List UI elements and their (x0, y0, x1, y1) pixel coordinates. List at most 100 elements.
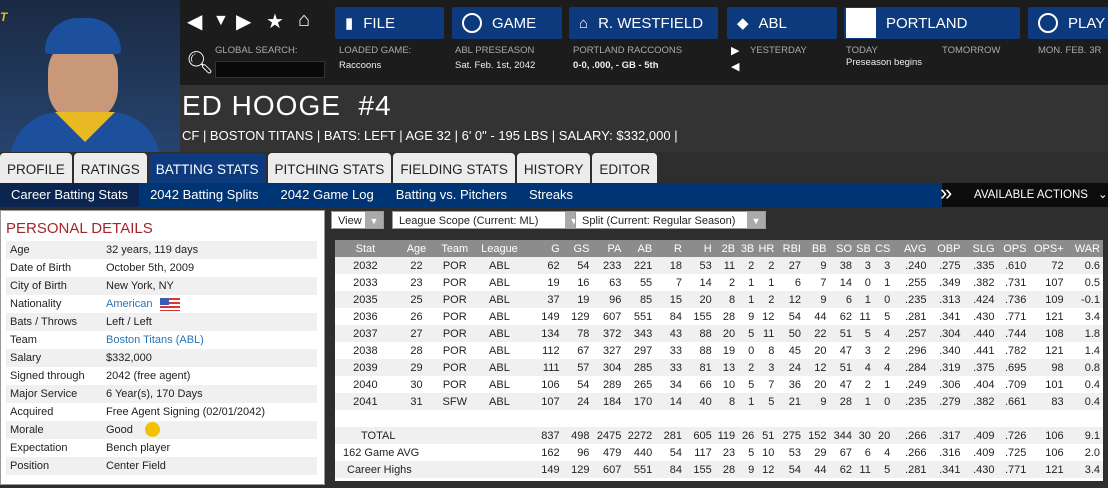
subtab-career-batting-stats[interactable]: Career Batting Stats (0, 183, 140, 207)
play-button[interactable]: PLAY (1028, 7, 1108, 39)
league-button[interactable]: ◆ ABL (727, 7, 837, 39)
file-button[interactable]: ▮ FILE (335, 7, 444, 39)
cell-team: POR (437, 359, 476, 376)
dropdown-icon[interactable]: ▼ (213, 12, 229, 29)
search-icon[interactable]: 🔍︎ (186, 50, 214, 75)
cell-rbi: 50 (777, 325, 804, 342)
tab-history[interactable]: HISTORY (516, 153, 591, 184)
cell-3b: 9 (738, 461, 758, 478)
tab-ratings[interactable]: RATINGS (73, 153, 147, 184)
column-header-2b[interactable]: 2B (714, 240, 739, 257)
cell-sb: 4 (855, 359, 874, 376)
cell-obp: .341 (929, 461, 964, 478)
cell-ab: 265 (633, 378, 653, 391)
column-header-3b[interactable]: 3B (738, 240, 758, 257)
cell-team: POR (437, 291, 476, 308)
cell-pa: 607 (592, 461, 625, 478)
detail-value[interactable]: Boston Titans (ABL) (106, 334, 204, 346)
available-actions-button[interactable]: » AVAILABLE ACTIONS ⌄ (940, 180, 1108, 207)
team-button[interactable]: PORTLAND (844, 7, 1020, 39)
subtab-batting-vs-pitchers[interactable]: Batting vs. Pitchers (395, 187, 507, 202)
column-header-hr[interactable]: HR (757, 240, 778, 257)
cell-age: 31 (398, 393, 438, 410)
subtab-2042-game-log[interactable]: 2042 Game Log (280, 187, 374, 202)
column-header-war[interactable]: WAR (1066, 240, 1103, 257)
split-dropdown[interactable]: Split (Current: Regular Season) ▼ (575, 211, 766, 229)
global-search-input[interactable] (215, 61, 325, 78)
detail-value: New York, NY (106, 280, 174, 292)
column-header-ops-plus[interactable]: OPS+ (1029, 240, 1067, 257)
cell-bb: 12 (803, 359, 830, 376)
detail-label: Expectation (10, 442, 68, 454)
subtab-2042-batting-splits[interactable]: 2042 Batting Splits (150, 187, 259, 202)
column-header-league[interactable]: League (475, 240, 527, 257)
cell-obp: .349 (939, 276, 961, 289)
subtab-streaks[interactable]: Streaks (528, 187, 574, 202)
column-header-cs[interactable]: CS (873, 240, 894, 257)
cell-bb: 22 (803, 325, 830, 342)
column-header-slg[interactable]: SLG (963, 240, 998, 257)
column-header-h[interactable]: H (684, 240, 715, 257)
column-header-stat[interactable]: Stat (335, 240, 399, 257)
column-header-team[interactable]: Team (437, 240, 476, 257)
tab-pitching-stats[interactable]: PITCHING STATS (267, 153, 392, 184)
cell-slg: .375 (963, 359, 998, 376)
cell-bb: 9 (803, 257, 830, 274)
tab-profile[interactable]: PROFILE (0, 153, 72, 184)
cell-rbi: 24 (777, 359, 804, 376)
column-header-g[interactable]: G (526, 240, 563, 257)
player-info: CF | BOSTON TITANS | BATS: LEFT | AGE 32… (182, 128, 678, 143)
cell-obp: .319 (929, 359, 964, 376)
tab-fielding-stats[interactable]: FIELDING STATS (393, 153, 515, 184)
column-header-ops[interactable]: OPS (997, 240, 1030, 257)
forward-icon[interactable]: ▶ (236, 11, 252, 33)
league-logo-icon: ◆ (737, 15, 749, 32)
column-header-pa[interactable]: PA (592, 240, 625, 257)
cell-hr: 3 (757, 359, 778, 376)
tab-editor[interactable]: EDITOR (592, 153, 658, 184)
back-icon[interactable]: ◀ (187, 11, 203, 33)
cell-ops-plus: 107 (1045, 276, 1064, 289)
league-scope-dropdown[interactable]: League Scope (Current: ML) ▼ (392, 211, 584, 229)
prev-day-icon[interactable]: ◀ (731, 61, 740, 73)
cell-rbi: 6 (794, 276, 801, 289)
manager-button[interactable]: ⌂ R. WESTFIELD (569, 7, 718, 39)
column-header-r[interactable]: R (655, 240, 685, 257)
detail-label: Morale (10, 424, 44, 436)
game-button[interactable]: GAME (452, 7, 562, 39)
cell-ab: 297 (633, 344, 653, 357)
home-icon[interactable]: ⌂ (298, 9, 311, 31)
cell-team: POR (442, 310, 467, 323)
next-day-icon[interactable]: ▶ (731, 45, 740, 57)
cell-g: 37 (526, 291, 563, 308)
column-header-so[interactable]: SO (829, 240, 856, 257)
cell-slg: .440 (963, 325, 998, 342)
column-header-gs[interactable]: GS (562, 240, 593, 257)
column-header-age[interactable]: Age (398, 240, 438, 257)
tab-batting-stats[interactable]: BATTING STATS (148, 153, 266, 184)
personal-details-panel: PERSONAL DETAILS Age 32 years, 119 days Da… (0, 210, 325, 485)
cell-g: 112 (542, 344, 560, 357)
column-header-avg[interactable]: AVG (893, 240, 930, 257)
detail-label: Salary (10, 352, 42, 364)
cell-2b: 10 (722, 378, 736, 391)
cell-war: 2.0 (1084, 446, 1100, 459)
cell-hr: 8 (768, 344, 775, 357)
column-header-rbi[interactable]: RBI (777, 240, 804, 257)
column-header-obp[interactable]: OBP (929, 240, 964, 257)
star-icon[interactable]: ★ (266, 11, 284, 33)
cell-league: ABL (475, 393, 527, 410)
cell-h: 88 (699, 344, 712, 357)
column-header-ab[interactable]: AB (624, 240, 656, 257)
column-header-sb[interactable]: SB (855, 240, 874, 257)
cell-stat: 2032 (335, 257, 399, 274)
column-header-bb[interactable]: BB (803, 240, 830, 257)
cell-hr: 12 (762, 310, 775, 323)
cell-league: ABL (475, 257, 527, 274)
cell-bb: 44 (814, 310, 827, 323)
cell-ops: .744 (997, 325, 1030, 342)
detail-value[interactable]: American (106, 298, 153, 310)
view-dropdown[interactable]: View ▼ (331, 211, 384, 229)
cell-ops-plus: 121 (1029, 461, 1067, 478)
cell-team: POR (437, 325, 476, 342)
